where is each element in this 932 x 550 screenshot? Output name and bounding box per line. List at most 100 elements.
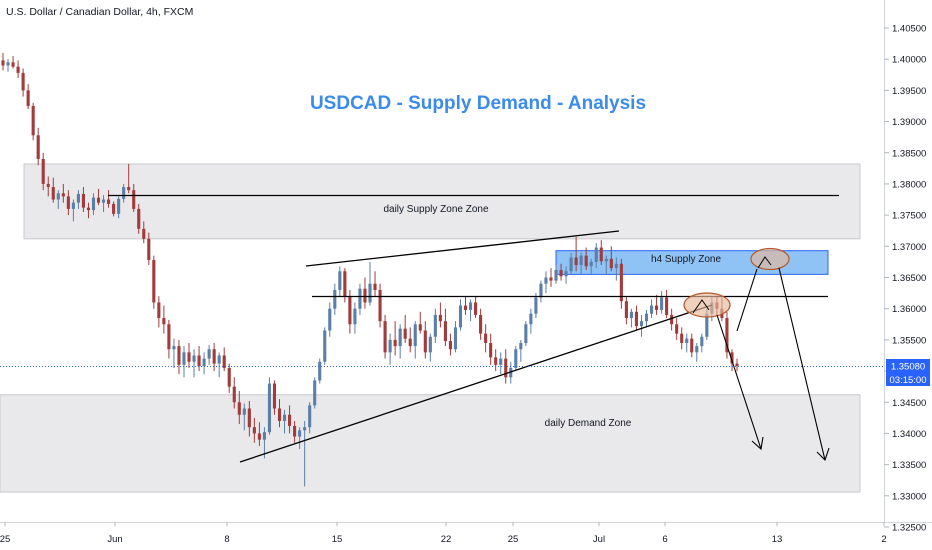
x-tick-label: 8	[224, 534, 229, 545]
candle-bull	[318, 361, 322, 381]
candle-bear	[237, 402, 241, 415]
candle-bear	[132, 190, 136, 209]
candle-bull	[458, 305, 463, 328]
candle-bear	[484, 333, 488, 343]
candle-bull	[76, 193, 80, 203]
candle-bear	[418, 324, 422, 331]
candle-bear	[66, 196, 70, 209]
candle-bull	[242, 408, 246, 415]
y-tick-label: 1.33000	[892, 491, 926, 502]
candle-bear	[11, 62, 15, 67]
candle-bull	[700, 336, 704, 347]
y-tick-label: 1.38000	[892, 179, 926, 190]
candle-bull	[534, 297, 538, 314]
candle-bull	[604, 258, 608, 262]
projection-down-short-head	[751, 436, 764, 451]
candle-bear	[423, 330, 427, 353]
candle-bear	[293, 425, 297, 437]
candle-bull	[589, 261, 593, 267]
candle-bear	[187, 352, 191, 362]
candle-bull	[428, 336, 432, 353]
candle-bull	[413, 324, 417, 347]
candle-bull	[433, 314, 437, 337]
candle-bull	[101, 199, 106, 203]
y-tick-label: 1.40500	[892, 24, 926, 35]
candle-bull	[644, 313, 649, 322]
candle-bull	[514, 349, 518, 368]
candle-bear	[232, 386, 236, 403]
candle-bear	[112, 203, 116, 214]
candle-bear	[247, 408, 251, 428]
candle-bear	[393, 339, 397, 347]
candle-bull	[649, 305, 654, 314]
x-tick-label: 2	[881, 534, 886, 545]
lower-trendline[interactable]	[239, 304, 713, 463]
candle-bear	[665, 297, 669, 315]
upper-trendline[interactable]	[305, 230, 620, 267]
candle-bear	[227, 367, 231, 387]
candle-bull	[313, 380, 317, 406]
candle-bear	[403, 328, 407, 339]
daily-demand-zone[interactable]	[0, 394, 861, 493]
candle-bear	[343, 271, 347, 297]
candle-bull	[6, 62, 10, 66]
x-tick-label: Jun	[107, 534, 122, 545]
supply-zone-label: daily Supply Zone Zone	[383, 204, 489, 215]
candle-bull	[91, 197, 96, 211]
projection-down-long[interactable]	[778, 267, 826, 461]
candle-bull	[182, 352, 186, 365]
candle-bear	[474, 302, 478, 315]
candle-bull	[695, 346, 699, 353]
candle-bear	[730, 352, 734, 364]
candle-bear	[142, 228, 146, 239]
candle-bear	[494, 357, 498, 365]
candle-bull	[524, 324, 528, 343]
candle-bear	[162, 318, 166, 325]
time-axis[interactable]: 25 Jun 8 15 22 25 Jul 6 13 2	[0, 522, 887, 545]
candle-bear	[288, 414, 292, 426]
daily-supply-zone[interactable]	[23, 163, 861, 240]
symbol-title: U.S. Dollar / Canadian Dollar, 4h, FXCM	[6, 6, 193, 18]
candle-bull	[358, 288, 362, 309]
candle-bull	[298, 430, 302, 437]
candle-bear	[599, 247, 603, 262]
price-axis[interactable]: 1.40500 1.40000 1.39500 1.39000 1.38500 1.380…	[884, 24, 926, 534]
retest-ellipse-left[interactable]	[683, 292, 731, 318]
candle-bear	[448, 341, 452, 350]
projection-down-short[interactable]	[716, 314, 762, 450]
candle-bull	[117, 198, 121, 214]
candle-bull	[308, 405, 312, 428]
candle-bull	[579, 255, 583, 266]
y-tick-label: 1.37500	[892, 211, 926, 222]
candle-bear	[348, 296, 352, 325]
candle-bear	[167, 324, 171, 350]
candle-bull	[56, 193, 60, 200]
y-tick-label: 1.34500	[892, 398, 926, 409]
candle-bull	[594, 247, 598, 262]
candle-bear	[157, 302, 161, 319]
candle-bear	[257, 433, 261, 440]
candle-bull	[388, 339, 392, 353]
candle-bear	[675, 324, 679, 334]
candle-bear	[443, 321, 447, 342]
candle-bull	[539, 283, 543, 298]
candle-bull	[333, 289, 337, 309]
candle-bull	[564, 271, 568, 277]
projection-up[interactable]	[736, 268, 758, 332]
candle-bull	[685, 338, 689, 343]
x-tick-label: Jul	[593, 534, 605, 545]
candle-bull	[71, 202, 75, 209]
candle-bear	[690, 338, 694, 353]
x-tick-label: 15	[332, 534, 343, 545]
candle-bear	[137, 208, 141, 229]
candle-bull	[328, 308, 332, 331]
y-tick-label: 1.34000	[892, 429, 926, 440]
candle-bull	[544, 277, 548, 284]
candle-bull	[569, 257, 573, 272]
candles-layer	[1, 52, 739, 487]
demand-zone-label: daily Demand Zone	[545, 418, 632, 429]
candle-bear	[619, 263, 623, 302]
candle-bear	[680, 333, 684, 343]
retest-ellipse-right[interactable]	[750, 247, 790, 271]
